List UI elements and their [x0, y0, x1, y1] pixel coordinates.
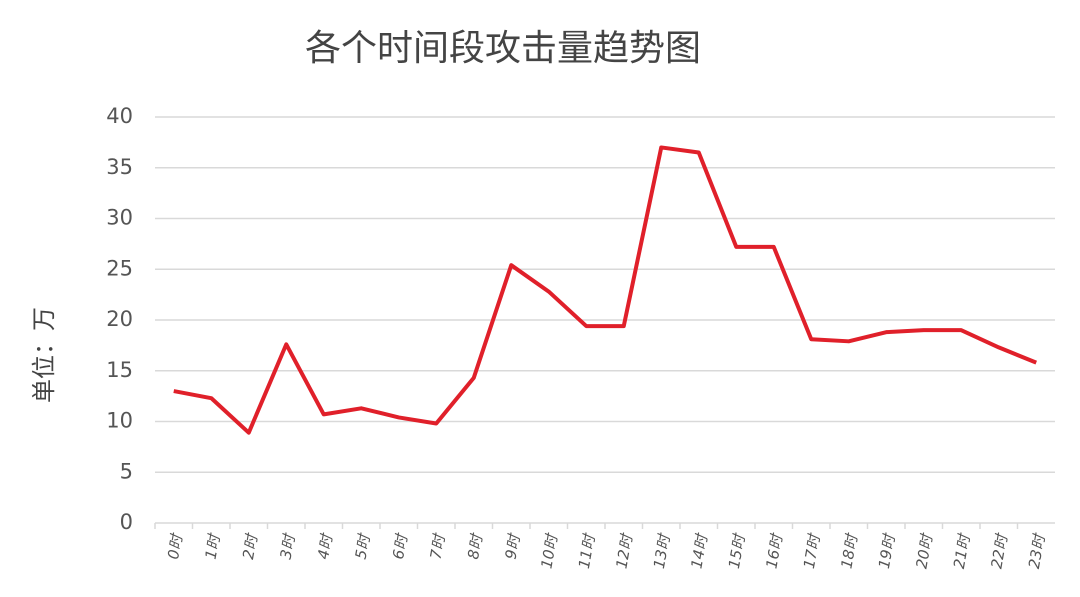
y-tick-label: 30 — [106, 206, 133, 230]
x-tick-label: 10时 — [537, 531, 561, 570]
x-tick-label: 4时 — [314, 531, 336, 560]
x-tick-label: 8时 — [464, 531, 486, 560]
x-tick-label: 5时 — [352, 531, 374, 560]
x-tick-label: 17时 — [800, 531, 824, 570]
x-tick-label: 15时 — [725, 531, 749, 570]
x-tick-label: 12时 — [612, 531, 636, 570]
chart-title: 各个时间段攻击量趋势图 — [305, 28, 701, 69]
x-tick-label: 7时 — [427, 531, 449, 560]
y-tick-label: 40 — [106, 104, 133, 128]
x-tick-label: 21时 — [950, 531, 974, 570]
x-tick-label: 19时 — [875, 531, 899, 570]
y-tick-label: 20 — [106, 307, 133, 331]
y-tick-label: 15 — [106, 358, 133, 382]
y-tick-label: 35 — [106, 155, 133, 179]
x-tick-label: 0时 — [164, 531, 186, 560]
x-tick-label: 2时 — [239, 531, 261, 560]
x-tick-label: 18时 — [837, 531, 861, 570]
x-tick-label: 1时 — [202, 531, 224, 560]
x-tick-label: 6时 — [389, 531, 411, 560]
x-tick-label: 9时 — [502, 531, 524, 560]
x-tick-label: 20时 — [912, 531, 936, 570]
x-tick-label: 14时 — [687, 531, 711, 570]
x-tick-label: 22时 — [987, 531, 1011, 570]
y-tick-label: 10 — [106, 409, 133, 433]
y-tick-label: 5 — [120, 459, 133, 483]
y-tick-label: 0 — [120, 510, 133, 534]
y-tick-label: 25 — [106, 256, 133, 280]
x-tick-label: 13时 — [650, 531, 674, 570]
y-axis-label: 单位：万 — [30, 307, 58, 403]
x-tick-label: 23时 — [1025, 531, 1049, 570]
x-tick-label: 16时 — [762, 531, 786, 570]
x-tick-label: 3时 — [277, 531, 299, 560]
x-tick-label: 11时 — [575, 531, 599, 570]
data-line — [173, 145, 1038, 435]
